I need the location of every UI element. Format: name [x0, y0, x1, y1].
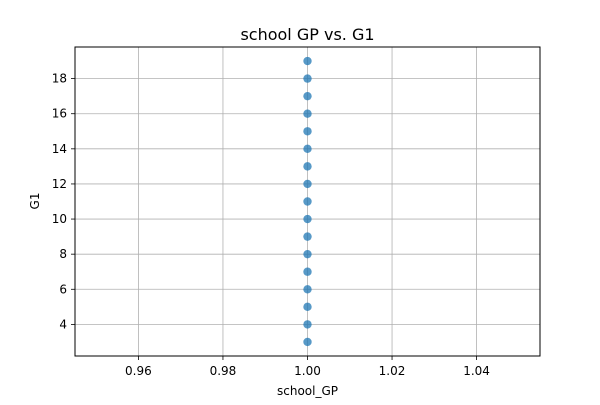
x-tick-label: 1.00	[294, 364, 321, 378]
data-points	[303, 56, 312, 347]
y-tick-label: 18	[52, 72, 67, 86]
data-point	[303, 127, 312, 136]
y-tick-label: 10	[52, 212, 67, 226]
data-point	[303, 267, 312, 276]
x-axis-ticks: 0.96 0.98 1.00 1.02 1.04	[125, 356, 490, 378]
data-point	[303, 74, 312, 83]
data-point	[303, 214, 312, 224]
y-tick-label: 12	[52, 177, 67, 191]
data-point	[303, 109, 312, 118]
x-tick-label: 0.98	[210, 364, 237, 378]
data-point	[303, 249, 312, 259]
data-point	[303, 337, 312, 347]
data-point	[303, 232, 312, 241]
y-tick-label: 8	[59, 247, 67, 261]
y-tick-label: 6	[59, 282, 67, 296]
data-point	[303, 162, 312, 171]
data-point	[303, 320, 312, 329]
x-tick-label: 0.96	[125, 364, 152, 378]
y-tick-label: 16	[52, 107, 67, 121]
y-axis-ticks: 4 6 8 10 12 14 16 18	[52, 72, 75, 331]
y-tick-label: 4	[59, 317, 67, 331]
chart-title: school GP vs. G1	[240, 25, 374, 44]
x-tick-label: 1.02	[379, 364, 406, 378]
data-point	[303, 91, 312, 101]
data-point	[303, 144, 312, 154]
data-point	[303, 179, 312, 189]
data-point	[303, 285, 312, 294]
y-axis-label: G1	[28, 193, 42, 210]
data-point	[303, 56, 312, 66]
x-axis-label: school_GP	[277, 384, 338, 398]
data-point	[303, 302, 312, 312]
y-tick-label: 14	[52, 142, 67, 156]
x-tick-label: 1.04	[463, 364, 490, 378]
data-point	[303, 197, 312, 206]
